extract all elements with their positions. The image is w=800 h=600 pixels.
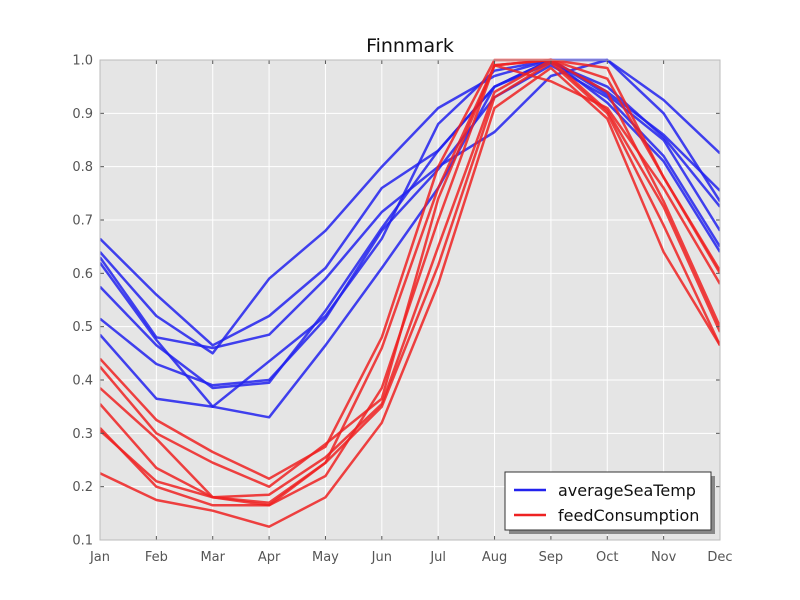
plot-border: [99, 59, 721, 541]
chart-title: Finnmark: [366, 35, 454, 57]
axes: Jan Feb Mar Apr May Jun Jul Aug Sep Oct Nov Dec 0.1 0…: [72, 54, 732, 566]
series-line-feedConsumption: [100, 61, 720, 504]
series-line-feedConsumption: [100, 58, 720, 480]
x-tick-label: May: [312, 550, 339, 565]
x-tick-label: Nov: [651, 550, 677, 565]
series-line-feedConsumption: [100, 58, 720, 488]
x-tick-label: Sep: [539, 550, 564, 565]
y-tick-label: 0.4: [72, 374, 93, 389]
x-tick-label: Mar: [200, 550, 225, 565]
series-line-averageSeaTemp: [100, 58, 720, 347]
series-line-feedConsumption: [100, 66, 720, 528]
y-tick-label: 0.1: [72, 534, 93, 549]
y-tick-label: 0.8: [72, 160, 93, 175]
x-tick-label: Apr: [258, 550, 281, 565]
x-tick-label: Jun: [371, 550, 392, 565]
series-line-feedConsumption: [100, 64, 720, 507]
legend-label-feed-consumption: feedConsumption: [558, 506, 699, 525]
y-tick-label: 0.6: [72, 267, 93, 282]
x-tick-label: Jul: [429, 550, 446, 565]
series-line-feedConsumption: [100, 58, 720, 507]
y-tick-label: 0.2: [72, 480, 93, 495]
x-tick-label: Dec: [707, 550, 732, 565]
y-tick-label: 0.9: [72, 107, 93, 122]
series-line-averageSeaTemp: [100, 64, 720, 387]
y-tick-label: 0.5: [72, 320, 93, 335]
legend-label-average-sea-temp: averageSeaTemp: [558, 481, 696, 500]
x-tick-label: Feb: [145, 550, 168, 565]
y-tick-label: 0.3: [72, 427, 93, 442]
x-tick-label: Aug: [482, 550, 507, 565]
series-line-feedConsumption: [100, 58, 720, 499]
x-tick-label: Jan: [89, 550, 110, 565]
y-tick-label: 0.7: [72, 214, 93, 229]
legend: averageSeaTemp feedConsumption: [504, 471, 715, 534]
series-lines: [100, 58, 720, 528]
legend-box: [504, 471, 712, 531]
y-tick-label: 1.0: [72, 54, 93, 69]
x-tick-label: Oct: [596, 550, 618, 565]
